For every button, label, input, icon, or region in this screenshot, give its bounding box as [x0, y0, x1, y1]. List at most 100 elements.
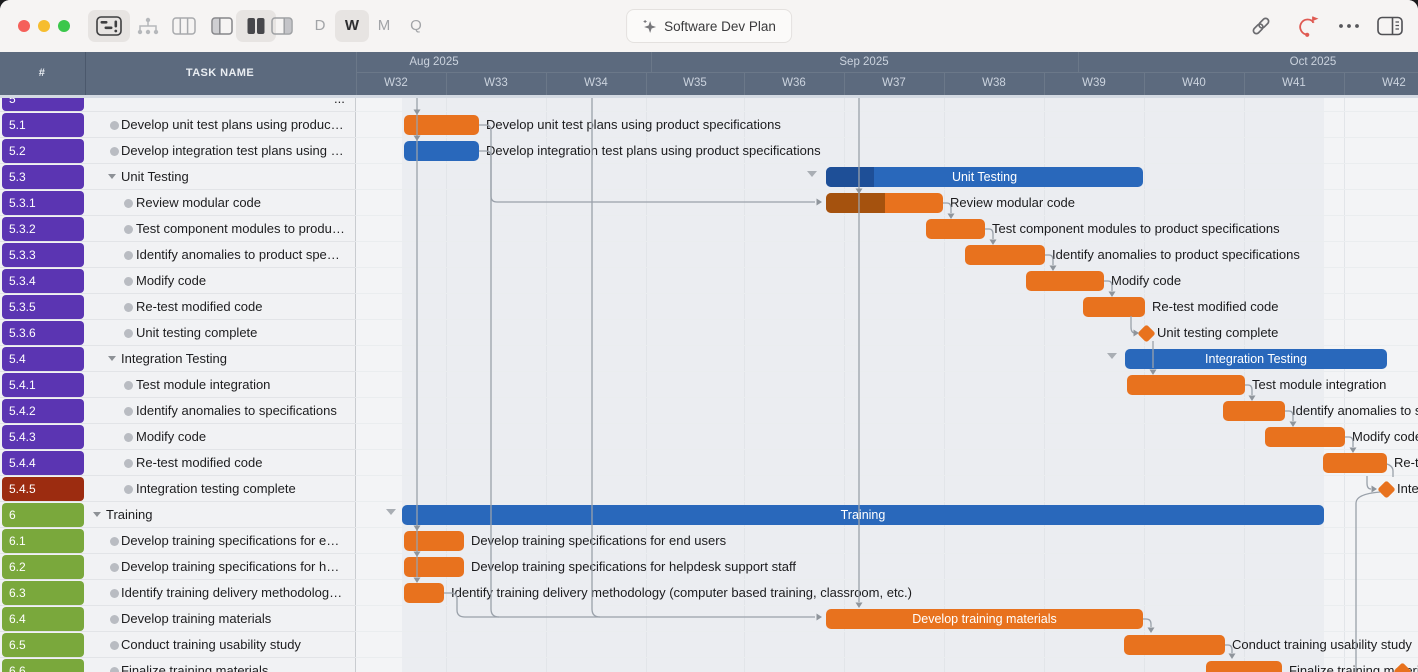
task-number-badge[interactable]: 6.2	[2, 555, 84, 579]
task-row[interactable]: 5.3.2 Test component modules to product s…	[0, 216, 356, 242]
gantt-bar[interactable]	[1323, 453, 1387, 473]
task-row[interactable]: 5.4.5 Integration testing complete	[0, 476, 356, 502]
gantt-view-button[interactable]	[88, 10, 130, 42]
task-row[interactable]: 6.3 Identify training delivery methodolog…	[0, 580, 356, 606]
chart-disclosure-icon[interactable]	[807, 171, 817, 177]
task-number-badge[interactable]: 5.4	[2, 347, 84, 371]
gantt-bar[interactable]: Training	[402, 505, 1324, 525]
task-name-column-header[interactable]: TASK NAME	[185, 67, 255, 79]
task-number-badge[interactable]: 6.4	[2, 607, 84, 631]
week-label: W39	[1082, 77, 1106, 89]
gantt-bar[interactable]	[404, 583, 444, 603]
gantt-bar[interactable]	[1223, 401, 1285, 421]
time-scale-q-button[interactable]: Q	[410, 17, 422, 34]
org-chart-view-button[interactable]	[132, 10, 164, 42]
task-number-badge[interactable]: 6.1	[2, 529, 84, 553]
gantt-bar[interactable]: Integration Testing	[1125, 349, 1387, 369]
gantt-bar[interactable]	[1127, 375, 1245, 395]
gridline	[1344, 95, 1345, 672]
task-row[interactable]: 5.4.2 Identify anomalies to specification…	[0, 398, 356, 424]
task-number-badge[interactable]: 5.4.5	[2, 477, 84, 501]
gantt-bar[interactable]	[1206, 661, 1282, 672]
task-row[interactable]: 6 Training	[0, 502, 356, 528]
time-scale-m-button[interactable]: M	[377, 17, 391, 34]
task-number-badge[interactable]: 5.4.2	[2, 399, 84, 423]
gantt-bar[interactable]: Develop training materials	[826, 609, 1143, 629]
layout-left-panel-button[interactable]	[206, 10, 238, 42]
sidebar-toggle-button[interactable]	[1374, 10, 1406, 42]
columns-icon	[172, 17, 196, 35]
task-number-badge[interactable]: 6.3	[2, 581, 84, 605]
task-number-badge[interactable]: 5.3.6	[2, 321, 84, 345]
gantt-bar[interactable]	[404, 557, 464, 577]
task-row[interactable]: 5.4.4 Re-test modified code	[0, 450, 356, 476]
close-window-button[interactable]	[18, 20, 30, 32]
columns-view-button[interactable]	[168, 10, 200, 42]
number-column-header[interactable]: #	[38, 67, 46, 79]
gantt-bar[interactable]	[826, 193, 943, 213]
gantt-bar[interactable]	[404, 531, 464, 551]
gantt-bar[interactable]	[1124, 635, 1225, 655]
task-name: Re-test modified code	[136, 455, 263, 470]
task-row[interactable]: 6.2 Develop training specifications for h…	[0, 554, 356, 580]
milestone-flag-button[interactable]	[1292, 10, 1322, 42]
panel-divider[interactable]	[356, 52, 357, 95]
gantt-bar[interactable]	[965, 245, 1045, 265]
chart-disclosure-icon[interactable]	[1107, 353, 1117, 359]
task-number-badge[interactable]: 5.2	[2, 139, 84, 163]
task-row[interactable]: 5.3.3 Identify anomalies to product speci…	[0, 242, 356, 268]
task-number-badge[interactable]: 5.1	[2, 113, 84, 137]
task-row[interactable]: 5.4.1 Test module integration	[0, 372, 356, 398]
bar-label: Conduct training usability study	[1232, 637, 1412, 652]
task-number-badge[interactable]: 5.4.4	[2, 451, 84, 475]
layout-split-panel-button[interactable]	[236, 10, 276, 42]
task-row[interactable]: 5...	[0, 95, 356, 112]
task-number-badge[interactable]: 5.3.5	[2, 295, 84, 319]
gantt-bar[interactable]	[1265, 427, 1345, 447]
gantt-bar[interactable]: Unit Testing	[826, 167, 1143, 187]
gantt-bar[interactable]	[926, 219, 985, 239]
task-row[interactable]: 5.1 Develop unit test plans using product…	[0, 112, 356, 138]
task-row[interactable]: 5.3.1 Review modular code	[0, 190, 356, 216]
week-divider	[546, 72, 547, 95]
task-number-badge[interactable]: 5.3.2	[2, 217, 84, 241]
task-row[interactable]: 5.4.3 Modify code	[0, 424, 356, 450]
month-divider	[1078, 52, 1079, 72]
task-number-badge[interactable]: 6	[2, 503, 84, 527]
task-row[interactable]: 5.3.4 Modify code	[0, 268, 356, 294]
chart-disclosure-icon[interactable]	[386, 509, 396, 515]
task-row[interactable]: 5.4 Integration Testing	[0, 346, 356, 372]
gantt-bar[interactable]	[404, 115, 479, 135]
task-row[interactable]: 6.1 Develop training specifications for e…	[0, 528, 356, 554]
task-row[interactable]: 5.2 Develop integration test plans using …	[0, 138, 356, 164]
disclosure-triangle-icon[interactable]	[108, 356, 116, 361]
link-button[interactable]	[1246, 10, 1276, 42]
task-row[interactable]: 6.5 Conduct training usability study	[0, 632, 356, 658]
gantt-bar[interactable]	[1026, 271, 1104, 291]
document-title-pill[interactable]: Software Dev Plan	[626, 9, 792, 43]
task-number-badge[interactable]: 5.3	[2, 165, 84, 189]
task-number-badge[interactable]: 5.3.4	[2, 269, 84, 293]
task-number-badge[interactable]: 6.5	[2, 633, 84, 657]
task-number-badge[interactable]: 5.3.3	[2, 243, 84, 267]
layout-right-panel-button[interactable]	[266, 10, 298, 42]
task-number-badge[interactable]: 5	[2, 95, 84, 111]
task-row[interactable]: 5.3 Unit Testing	[0, 164, 356, 190]
zoom-window-button[interactable]	[58, 20, 70, 32]
task-number-badge[interactable]: 6.6	[2, 659, 84, 672]
disclosure-triangle-icon[interactable]	[108, 174, 116, 179]
gantt-bar[interactable]	[404, 141, 479, 161]
task-row[interactable]: 6.6 Finalize training materials	[0, 658, 356, 672]
task-number-badge[interactable]: 5.4.3	[2, 425, 84, 449]
time-scale-d-button[interactable]: D	[314, 17, 326, 34]
task-number-badge[interactable]: 5.4.1	[2, 373, 84, 397]
disclosure-triangle-icon[interactable]	[93, 512, 101, 517]
task-row[interactable]: 5.3.5 Re-test modified code	[0, 294, 356, 320]
task-number-badge[interactable]: 5.3.1	[2, 191, 84, 215]
minimize-window-button[interactable]	[38, 20, 50, 32]
task-row[interactable]: 6.4 Develop training materials	[0, 606, 356, 632]
time-scale-w-button[interactable]: W	[335, 10, 369, 42]
gantt-bar[interactable]	[1083, 297, 1145, 317]
more-button[interactable]	[1334, 10, 1364, 42]
task-row[interactable]: 5.3.6 Unit testing complete	[0, 320, 356, 346]
